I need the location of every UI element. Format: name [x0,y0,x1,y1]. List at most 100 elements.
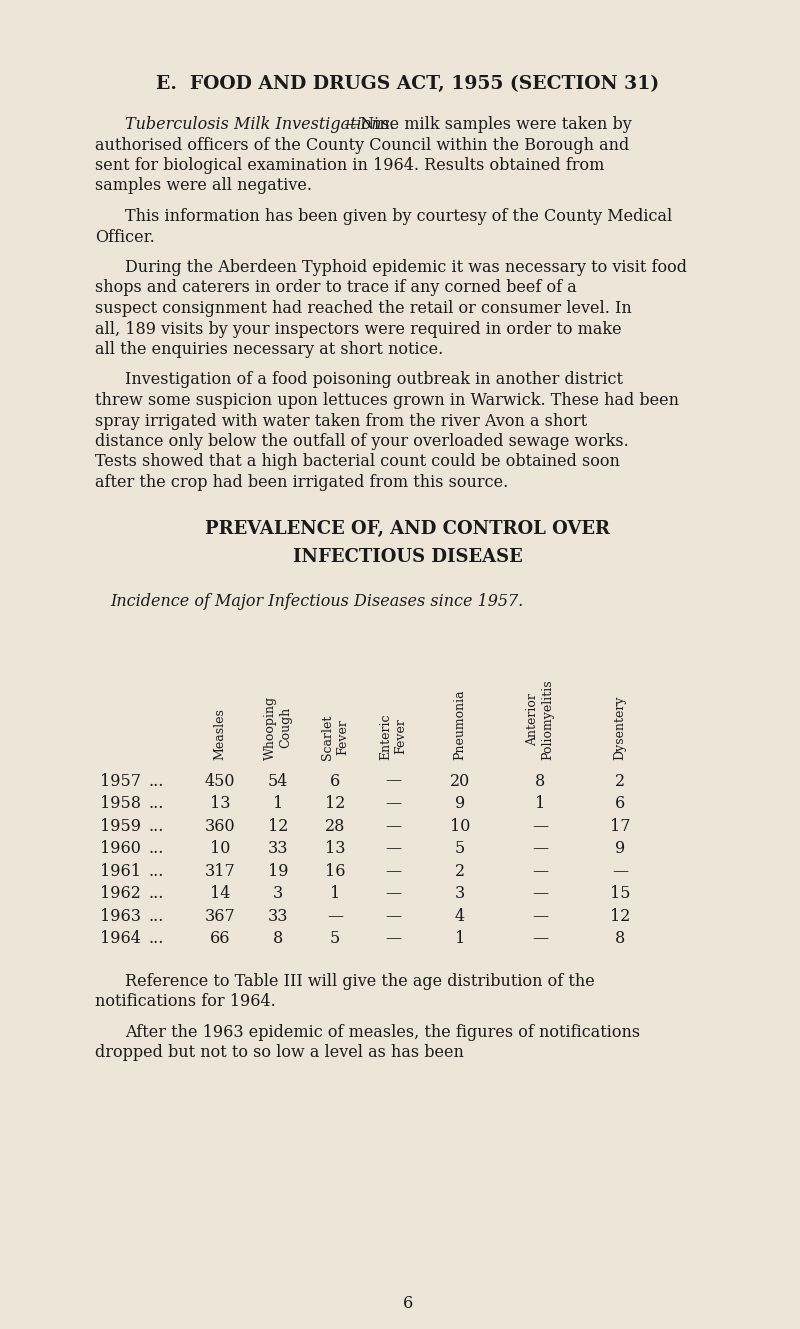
Text: Anterior
Poliomyelitis: Anterior Poliomyelitis [526,679,554,760]
Text: 1: 1 [535,795,545,812]
Text: —: — [385,908,401,925]
Text: threw some suspicion upon lettuces grown in Warwick. These had been: threw some suspicion upon lettuces grown… [95,392,679,409]
Text: shops and caterers in order to trace if any corned beef of a: shops and caterers in order to trace if … [95,279,577,296]
Text: —Nine milk samples were taken by: —Nine milk samples were taken by [345,116,632,133]
Text: 5: 5 [330,930,340,948]
Text: 33: 33 [268,908,288,925]
Text: 12: 12 [325,795,345,812]
Text: 1964: 1964 [100,930,141,948]
Text: 1: 1 [273,795,283,812]
Text: —: — [532,930,548,948]
Text: 1963: 1963 [100,908,141,925]
Text: 2: 2 [615,772,625,789]
Text: 17: 17 [610,817,630,835]
Text: 3: 3 [455,885,465,902]
Text: —: — [612,863,628,880]
Text: Tuberculosis Milk Investigations.: Tuberculosis Milk Investigations. [125,116,395,133]
Text: 12: 12 [268,817,288,835]
Text: sent for biological examination in 1964. Results obtained from: sent for biological examination in 1964.… [95,157,604,174]
Text: —: — [532,817,548,835]
Text: 9: 9 [615,840,625,857]
Text: 12: 12 [610,908,630,925]
Text: after the crop had been irrigated from this source.: after the crop had been irrigated from t… [95,474,508,490]
Text: 28: 28 [325,817,345,835]
Text: 1: 1 [455,930,465,948]
Text: 450: 450 [205,772,235,789]
Text: This information has been given by courtesy of the County Medical: This information has been given by court… [125,209,672,225]
Text: 1958: 1958 [100,795,141,812]
Text: samples were all negative.: samples were all negative. [95,178,312,194]
Text: Tests showed that a high bacterial count could be obtained soon: Tests showed that a high bacterial count… [95,453,620,470]
Text: 20: 20 [450,772,470,789]
Text: distance only below the outfall of your overloaded sewage works.: distance only below the outfall of your … [95,433,629,451]
Text: 1957: 1957 [100,772,141,789]
Text: 16: 16 [325,863,346,880]
Text: authorised officers of the County Council within the Borough and: authorised officers of the County Counci… [95,137,630,154]
Text: During the Aberdeen Typhoid epidemic it was necessary to visit food: During the Aberdeen Typhoid epidemic it … [125,259,687,276]
Text: Officer.: Officer. [95,229,154,246]
Text: 1961: 1961 [100,863,141,880]
Text: all the enquiries necessary at short notice.: all the enquiries necessary at short not… [95,342,443,358]
Text: suspect consignment had reached the retail or consumer level. In: suspect consignment had reached the reta… [95,300,632,318]
Text: 5: 5 [455,840,465,857]
Text: Incidence of Major Infectious Diseases since 1957.: Incidence of Major Infectious Diseases s… [110,593,523,610]
Text: ...: ... [148,840,163,857]
Text: 14: 14 [210,885,230,902]
Text: —: — [532,840,548,857]
Text: notifications for 1964.: notifications for 1964. [95,994,276,1010]
Text: —: — [385,795,401,812]
Text: —: — [385,930,401,948]
Text: 33: 33 [268,840,288,857]
Text: Investigation of a food poisoning outbreak in another district: Investigation of a food poisoning outbre… [125,372,623,388]
Text: —: — [532,908,548,925]
Text: ...: ... [148,817,163,835]
Text: 6: 6 [615,795,625,812]
Text: 54: 54 [268,772,288,789]
Text: ...: ... [148,885,163,902]
Text: dropped but not to so low a level as has been: dropped but not to so low a level as has… [95,1045,464,1062]
Text: —: — [385,863,401,880]
Text: ...: ... [148,908,163,925]
Text: Scarlet
Fever: Scarlet Fever [321,714,349,760]
Text: 8: 8 [535,772,545,789]
Text: 13: 13 [210,795,230,812]
Text: 4: 4 [455,908,465,925]
Text: —: — [327,908,343,925]
Text: ...: ... [148,863,163,880]
Text: —: — [532,885,548,902]
Text: 317: 317 [205,863,235,880]
Text: —: — [385,772,401,789]
Text: 8: 8 [273,930,283,948]
Text: Whooping
Cough: Whooping Cough [264,695,292,760]
Text: 1959: 1959 [100,817,141,835]
Text: 1960: 1960 [100,840,141,857]
Text: 6: 6 [402,1294,413,1312]
Text: all, 189 visits by your inspectors were required in order to make: all, 189 visits by your inspectors were … [95,320,622,338]
Text: —: — [385,840,401,857]
Text: ...: ... [148,930,163,948]
Text: After the 1963 epidemic of measles, the figures of notifications: After the 1963 epidemic of measles, the … [125,1023,640,1041]
Text: —: — [532,863,548,880]
Text: E.  FOOD AND DRUGS ACT, 1955 (SECTION 31): E. FOOD AND DRUGS ACT, 1955 (SECTION 31) [156,74,659,93]
Text: 15: 15 [610,885,630,902]
Text: Dysentery: Dysentery [614,695,626,760]
Text: 1: 1 [330,885,340,902]
Text: 360: 360 [205,817,235,835]
Text: 13: 13 [325,840,346,857]
Text: INFECTIOUS DISEASE: INFECTIOUS DISEASE [293,548,522,566]
Text: —: — [385,817,401,835]
Text: Pneumonia: Pneumonia [454,688,466,760]
Text: Enteric
Fever: Enteric Fever [379,714,407,760]
Text: 1962: 1962 [100,885,141,902]
Text: 3: 3 [273,885,283,902]
Text: ...: ... [148,772,163,789]
Text: 367: 367 [205,908,235,925]
Text: 2: 2 [455,863,465,880]
Text: Measles: Measles [214,707,226,760]
Text: 8: 8 [615,930,625,948]
Text: —: — [385,885,401,902]
Text: PREVALENCE OF, AND CONTROL OVER: PREVALENCE OF, AND CONTROL OVER [205,520,610,537]
Text: 66: 66 [210,930,230,948]
Text: Reference to Table III will give the age distribution of the: Reference to Table III will give the age… [125,973,594,990]
Text: 10: 10 [450,817,470,835]
